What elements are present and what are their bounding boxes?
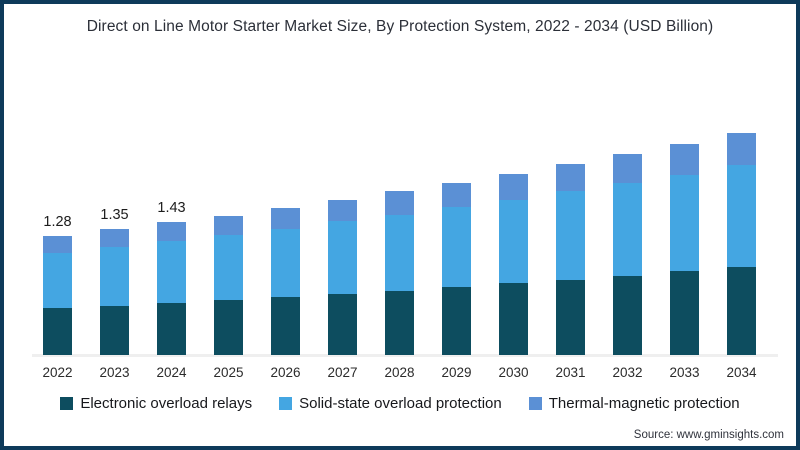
x-axis-label-2030: 2030: [498, 365, 529, 380]
bar-segment-2022-series-0: [43, 308, 72, 355]
bar-segment-2033-series-2: [670, 143, 699, 175]
x-axis-line: [32, 354, 778, 357]
bar-segment-2031-series-0: [556, 279, 585, 355]
bar-segment-2023-series-0: [100, 305, 129, 355]
bar-value-label-2023: 1.35: [100, 207, 129, 224]
bar-2030: [499, 173, 528, 355]
bar-2032: [613, 154, 642, 355]
x-axis-label-2026: 2026: [270, 365, 301, 380]
bar-segment-2028-series-0: [385, 290, 414, 355]
bar-segment-2024-series-0: [157, 302, 186, 355]
bar-segment-2022-series-2: [43, 235, 72, 253]
x-axis-label-2024: 2024: [156, 365, 187, 380]
bar-segment-2029-series-2: [442, 182, 471, 208]
bar-value-label-2022: 1.28: [43, 213, 72, 230]
x-axis-label-2031: 2031: [555, 365, 586, 380]
bar-2026: [271, 208, 300, 355]
bar-2033: [670, 143, 699, 355]
plot-area: 1.28 2022 1.35 2023 1.43 2024 2025 2026 2027 2028…: [4, 4, 796, 446]
bar-segment-2025-series-0: [214, 300, 243, 355]
x-axis-label-2025: 2025: [213, 365, 244, 380]
legend: Electronic overload relays Solid-state o…: [4, 395, 796, 412]
x-axis-label-2029: 2029: [441, 365, 472, 380]
bar-segment-2034-series-1: [727, 165, 756, 267]
bar-2022: [43, 235, 72, 355]
bar-2024: [157, 222, 186, 355]
bar-segment-2032-series-1: [613, 182, 642, 276]
x-axis-label-2033: 2033: [669, 365, 700, 380]
bar-segment-2023-series-2: [100, 229, 129, 248]
legend-swatch-icon: [528, 397, 542, 410]
bar-segment-2024-series-1: [157, 240, 186, 303]
bar-segment-2026-series-0: [271, 297, 300, 355]
legend-item-thermal-magnetic-protection: Thermal-magnetic protection: [528, 395, 740, 412]
bar-segment-2030-series-1: [499, 199, 528, 284]
bar-segment-2028-series-1: [385, 214, 414, 291]
x-axis-label-2032: 2032: [612, 365, 643, 380]
bar-segment-2027-series-2: [328, 199, 357, 222]
bar-segment-2031-series-2: [556, 164, 585, 192]
legend-item-solid-state-overload-protection: Solid-state overload protection: [279, 395, 502, 412]
bar-2025: [214, 215, 243, 356]
legend-swatch-icon: [279, 397, 293, 410]
legend-label: Electronic overload relays: [80, 395, 253, 412]
bar-segment-2033-series-0: [670, 271, 699, 355]
bar-segment-2026-series-2: [271, 208, 300, 229]
legend-swatch-icon: [60, 397, 74, 410]
chart-title: Direct on Line Motor Starter Market Size…: [86, 18, 714, 35]
bar-segment-2031-series-1: [556, 191, 585, 280]
bar-segment-2025-series-2: [214, 215, 243, 236]
bar-2031: [556, 164, 585, 355]
bar-2029: [442, 182, 471, 355]
bar-segment-2034-series-2: [727, 132, 756, 166]
bar-segment-2034-series-0: [727, 266, 756, 355]
legend-item-electronic-overload-relays: Electronic overload relays: [60, 395, 252, 412]
x-axis-label-2028: 2028: [384, 365, 415, 380]
bar-segment-2032-series-2: [613, 154, 642, 183]
bar-segment-2029-series-1: [442, 207, 471, 288]
bar-2023: [100, 229, 129, 355]
bar-segment-2030-series-2: [499, 173, 528, 200]
bar-value-label-2024: 1.43: [157, 200, 186, 216]
bar-segment-2028-series-2: [385, 191, 414, 215]
legend-label: Thermal-magnetic protection: [548, 395, 740, 412]
bar-segment-2023-series-1: [100, 247, 129, 306]
bar-2027: [328, 199, 357, 355]
x-axis-label-2034: 2034: [726, 365, 757, 380]
bar-segment-2027-series-0: [328, 293, 357, 355]
bar-segment-2027-series-1: [328, 221, 357, 294]
bar-segment-2025-series-1: [214, 235, 243, 301]
x-axis-label-2027: 2027: [327, 365, 358, 380]
bar-segment-2029-series-0: [442, 287, 471, 355]
source-attribution: Source: www.gminsights.com: [633, 429, 784, 441]
bar-segment-2030-series-0: [499, 283, 528, 355]
x-axis-label-2022: 2022: [42, 365, 73, 380]
bar-segment-2032-series-0: [613, 275, 642, 355]
bar-segment-2033-series-1: [670, 174, 699, 272]
legend-label: Solid-state overload protection: [299, 395, 502, 412]
bar-2028: [385, 191, 414, 355]
bar-segment-2024-series-2: [157, 222, 186, 241]
bar-segment-2022-series-1: [43, 252, 72, 309]
bar-segment-2026-series-1: [271, 228, 300, 298]
x-axis-label-2023: 2023: [99, 365, 130, 380]
bar-2034: [727, 132, 756, 355]
